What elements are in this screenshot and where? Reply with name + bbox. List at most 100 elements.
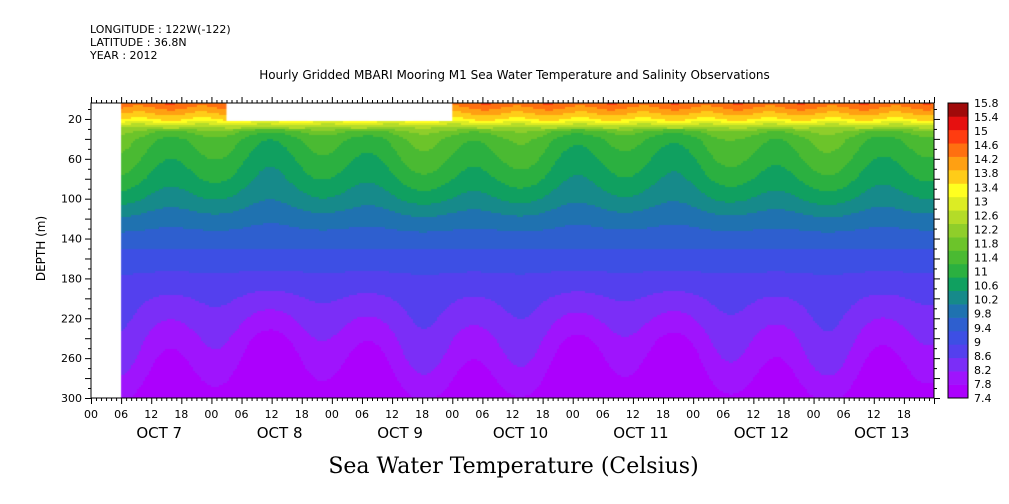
y-tick-label: 220	[61, 312, 82, 325]
x-tick-label: 06	[716, 408, 730, 421]
colorbar-frame	[947, 102, 969, 399]
colorbar-swatch	[948, 290, 968, 305]
x-tick-label: 12	[746, 408, 760, 421]
colorbar-swatch	[948, 196, 968, 211]
x-tick-label: 00	[686, 408, 700, 421]
year-label: YEAR : 2012	[90, 49, 158, 62]
colorbar-swatch	[948, 317, 968, 332]
y-tick-label: 20	[68, 113, 82, 126]
colorbar-swatch	[948, 250, 968, 265]
x-tick-label: 18	[656, 408, 670, 421]
x-axis: 00 06 12 18 00 06 12 18 00 06 12 18 00 06 12 18 00 06 12 18…	[84, 97, 935, 442]
y-axis-label: DEPTH (m)	[34, 216, 48, 281]
x-tick-label: 12	[867, 408, 881, 421]
x-tick-label: 06	[235, 408, 249, 421]
colorbar-swatch	[948, 116, 968, 131]
colorbar-tick-label: 12.6	[974, 209, 999, 222]
colorbar-swatch	[948, 330, 968, 345]
x-tick-label: 06	[837, 408, 851, 421]
x-tick-label: 18	[295, 408, 309, 421]
colorbar-tick-label: 15	[974, 125, 988, 138]
colorbar-tick-label: 12.2	[974, 223, 999, 236]
x-day-label: OCT 11	[613, 424, 668, 442]
colorbar-swatch	[948, 103, 968, 117]
y-axis: 20 60 100 140 180 220 260 300 DEPTH (m)	[34, 108, 940, 405]
colorbar-tick-label: 9	[974, 336, 981, 349]
y-tick-label: 100	[61, 193, 82, 206]
x-day-label: OCT 9	[377, 424, 423, 442]
colorbar-tick-label: 8.6	[974, 350, 992, 363]
latitude-label: LATITUDE : 36.8N	[90, 36, 187, 49]
x-day-label: OCT 7	[136, 424, 182, 442]
colorbar-tick-label: 9.8	[974, 308, 992, 321]
colorbar-swatch	[948, 143, 968, 157]
x-tick-label: 18	[897, 408, 911, 421]
longitude-label: LONGITUDE : 122W(-122)	[90, 23, 231, 36]
colorbar-swatch	[948, 156, 968, 171]
colorbar-swatch	[948, 371, 968, 385]
colorbar-tick-label: 14.2	[974, 153, 999, 166]
x-tick-label: 00	[325, 408, 339, 421]
x-tick-label: 06	[355, 408, 369, 421]
x-tick-label: 12	[506, 408, 520, 421]
colorbar-tick-label: 10.6	[974, 280, 999, 293]
x-tick-label: 00	[566, 408, 580, 421]
colorbar-swatch	[948, 384, 968, 399]
colorbar-tick-label: 13.4	[974, 181, 999, 194]
x-day-label: OCT 13	[854, 424, 909, 442]
colorbar-tick-label: 13	[974, 195, 988, 208]
y-tick-label: 60	[68, 153, 82, 166]
x-day-label: OCT 12	[734, 424, 789, 442]
colorbar-tick-label: 7.8	[974, 378, 992, 391]
y-tick-label: 260	[61, 352, 82, 365]
x-day-label: OCT 10	[493, 424, 548, 442]
x-tick-label: 00	[84, 408, 98, 421]
colorbar-swatch	[948, 357, 968, 372]
colorbar-tick-label: 9.4	[974, 322, 992, 335]
colorbar-tick-label: 13.8	[974, 167, 999, 180]
colorbar-tick-label: 14.6	[974, 139, 999, 152]
y-tick-label: 180	[61, 272, 82, 285]
x-day-label: OCT 8	[257, 424, 303, 442]
colorbar-swatch	[948, 263, 968, 278]
heatmap-image	[91, 103, 934, 398]
colorbar-swatch	[948, 170, 968, 184]
colorbar-tick-label: 15.4	[974, 111, 999, 124]
x-tick-label: 18	[415, 408, 429, 421]
colorbar-swatch	[948, 129, 968, 144]
chart-title: Hourly Gridded MBARI Mooring M1 Sea Wate…	[259, 68, 770, 82]
colorbar-swatch	[948, 210, 968, 224]
x-tick-label: 12	[265, 408, 279, 421]
x-tick-label: 00	[445, 408, 459, 421]
x-tick-label: 00	[807, 408, 821, 421]
colorbar-tick-label: 15.8	[974, 97, 999, 110]
y-tick-label: 140	[61, 233, 82, 246]
x-tick-label: 06	[596, 408, 610, 421]
colorbar-swatch	[948, 277, 968, 292]
x-tick-label: 12	[626, 408, 640, 421]
colorbar-swatch	[948, 183, 968, 198]
x-tick-label: 18	[776, 408, 790, 421]
colorbar-tick-label: 8.2	[974, 364, 992, 377]
x-tick-label: 06	[114, 408, 128, 421]
x-tick-label: 12	[385, 408, 399, 421]
colorbar-tick-label: 11.8	[974, 237, 999, 250]
colorbar-swatch	[948, 237, 968, 251]
colorbar-tick-label: 7.4	[974, 392, 992, 405]
x-tick-label: 12	[144, 408, 158, 421]
colorbar-tick-label: 10.2	[974, 294, 999, 307]
colorbar: 7.47.88.28.699.49.810.210.61111.411.812.…	[947, 97, 999, 405]
colorbar-swatch	[948, 223, 968, 238]
colorbar-tick-label: 11	[974, 266, 988, 279]
x-tick-label: 00	[204, 408, 218, 421]
colorbar-swatch	[948, 304, 968, 318]
colorbar-tick-label: 11.4	[974, 252, 999, 265]
x-tick-label: 18	[174, 408, 188, 421]
heatmap-plot-area	[90, 102, 935, 399]
y-tick-label: 300	[61, 392, 82, 405]
colorbar-title: Sea Water Temperature (Celsius)	[328, 454, 699, 479]
x-tick-label: 18	[536, 408, 550, 421]
x-tick-label: 06	[475, 408, 489, 421]
colorbar-swatch	[948, 344, 968, 359]
